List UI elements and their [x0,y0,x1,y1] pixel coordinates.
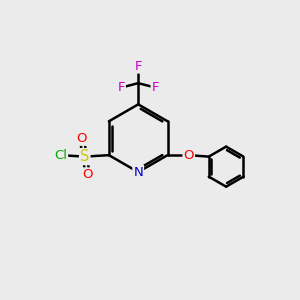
Text: S: S [80,149,89,164]
Text: F: F [117,81,125,94]
Text: Cl: Cl [54,149,67,162]
Text: O: O [184,149,194,162]
Text: O: O [82,168,93,182]
Text: F: F [134,60,142,73]
Text: O: O [76,132,87,145]
Text: F: F [152,81,159,94]
Text: N: N [133,166,143,178]
